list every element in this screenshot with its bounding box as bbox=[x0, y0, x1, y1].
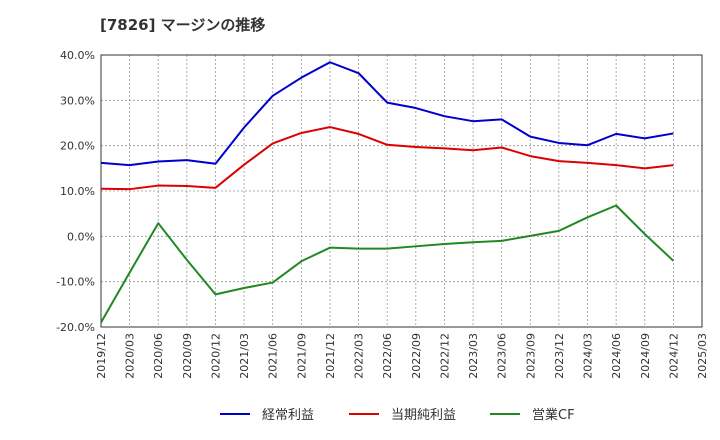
x-axis: 2019/12 2020/03 2020/06 2020/09 2020/12 2021/… bbox=[95, 333, 709, 379]
x-tick-label: 2020/06 bbox=[152, 333, 165, 379]
x-tick-label: 2023/12 bbox=[553, 333, 566, 379]
x-tick-label: 2022/12 bbox=[438, 333, 451, 379]
x-tick-label: 2023/09 bbox=[524, 333, 537, 379]
grid-lines bbox=[101, 54, 702, 328]
chart-title: [7826] マージンの推移 bbox=[100, 16, 266, 34]
x-tick-label: 2022/03 bbox=[353, 333, 366, 379]
x-tick-label: 2023/03 bbox=[467, 333, 480, 379]
x-tick-label: 2024/09 bbox=[639, 333, 652, 379]
x-tick-label: 2021/06 bbox=[267, 333, 280, 379]
plot-frame bbox=[100, 54, 703, 328]
y-tick-label: 0.0% bbox=[67, 230, 95, 243]
y-tick-label: 30.0% bbox=[60, 94, 95, 107]
series-layer bbox=[100, 61, 675, 323]
y-tick-label: -10.0% bbox=[56, 276, 95, 289]
y-tick-label: -20.0% bbox=[56, 321, 95, 334]
x-tick-label: 2020/12 bbox=[209, 333, 222, 379]
series-line-3 bbox=[100, 204, 675, 323]
y-tick-label: 10.0% bbox=[60, 185, 95, 198]
x-tick-label: 2023/06 bbox=[496, 333, 509, 379]
y-tick-label: 40.0% bbox=[60, 49, 95, 62]
series-line-1 bbox=[100, 61, 674, 167]
y-axis: 40.0% 30.0% 20.0% 10.0% 0.0% -10.0% -20.0% bbox=[56, 49, 95, 334]
legend: 経常利益 当期純利益 営業CF bbox=[220, 407, 575, 423]
x-tick-label: 2019/12 bbox=[95, 333, 108, 379]
y-tick-label: 20.0% bbox=[60, 140, 95, 153]
x-tick-label: 2025/03 bbox=[696, 333, 709, 379]
legend-label-2: 当期純利益 bbox=[391, 408, 456, 423]
x-tick-label: 2021/03 bbox=[238, 333, 251, 379]
x-tick-label: 2024/12 bbox=[667, 333, 680, 379]
x-tick-label: 2021/12 bbox=[324, 333, 337, 379]
legend-label-1: 経常利益 bbox=[262, 408, 314, 423]
series-line-2 bbox=[100, 126, 674, 191]
x-tick-label: 2024/06 bbox=[610, 333, 623, 379]
x-tick-label: 2020/03 bbox=[124, 333, 137, 379]
x-tick-label: 2020/09 bbox=[181, 333, 194, 379]
legend-label-3: 営業CF bbox=[532, 407, 575, 423]
x-tick-label: 2022/09 bbox=[410, 333, 423, 379]
x-tick-label: 2024/03 bbox=[582, 333, 595, 379]
x-tick-label: 2022/06 bbox=[381, 333, 394, 379]
x-tick-label: 2021/09 bbox=[295, 333, 308, 379]
